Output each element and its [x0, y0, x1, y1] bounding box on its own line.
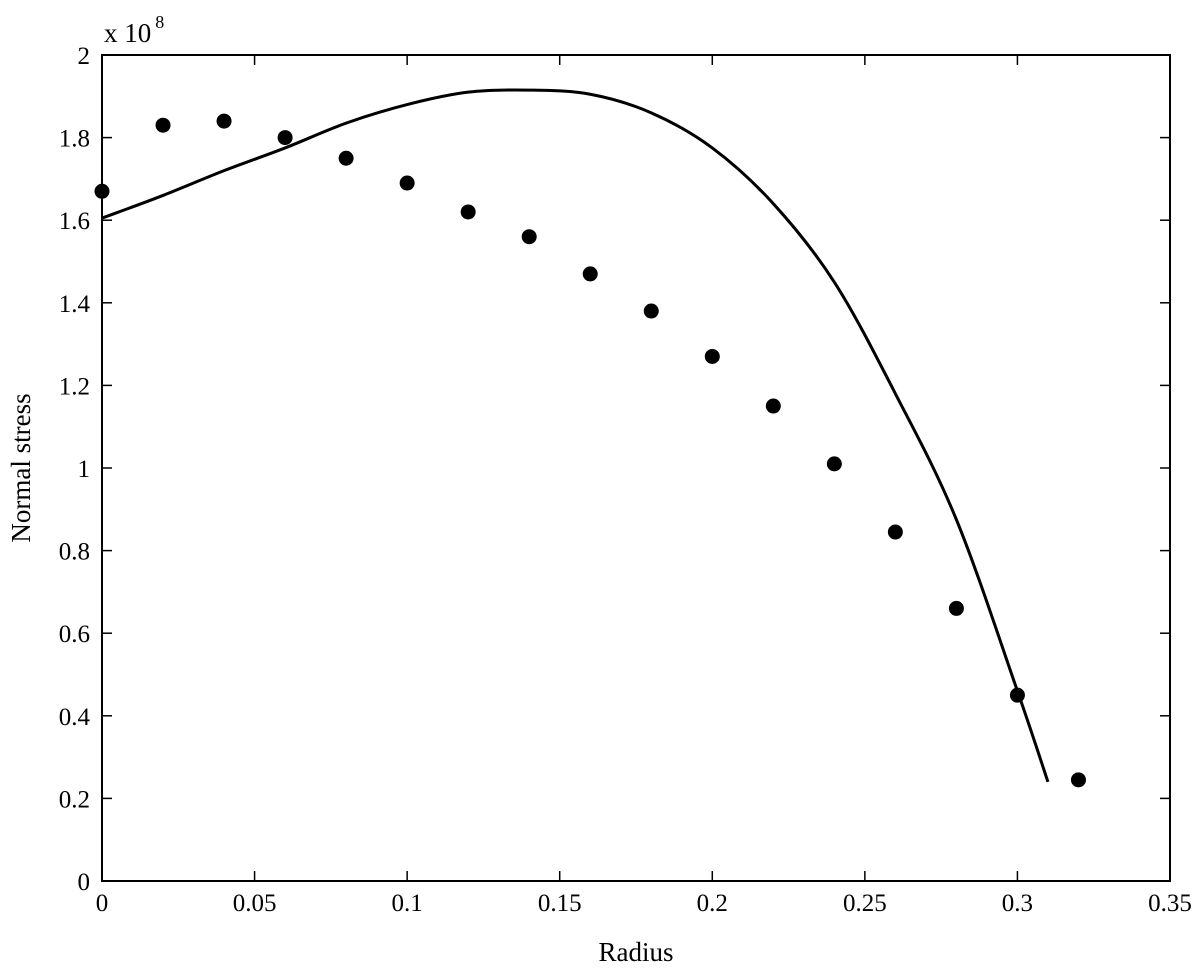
data-point [155, 117, 171, 133]
data-point [765, 398, 781, 414]
y-tick-label: 0 [78, 869, 91, 896]
y-tick-label: 1 [78, 456, 91, 483]
x-tick-label: 0.15 [538, 890, 582, 917]
x-tick-label: 0.3 [1002, 890, 1033, 917]
data-point [948, 600, 964, 616]
y-tick-label: 2 [78, 43, 91, 70]
x-tick-label: 0.35 [1148, 890, 1192, 917]
data-point [338, 150, 354, 166]
y-tick-label: 1.6 [59, 208, 90, 235]
data-point [521, 229, 537, 245]
y-tick-label: 0.8 [59, 539, 90, 566]
y-scale-factor: x 10 8 [104, 12, 164, 48]
data-point [460, 204, 476, 220]
x-tick-label: 0.1 [392, 890, 423, 917]
data-point [826, 456, 842, 472]
data-point [887, 524, 903, 540]
y-tick-label: 0.4 [59, 704, 91, 731]
tick-labels: 0 0.05 0.1 0.15 0.2 0.25 0.3 0.35 0 0.2 0.4 0.6 0.8 1… [59, 43, 1192, 917]
data-point [94, 183, 110, 199]
series-line [101, 88, 1050, 783]
ticks [101, 54, 1171, 882]
data-point [704, 348, 720, 364]
plot-frame [101, 54, 1171, 882]
series-markers [94, 113, 1086, 788]
data-point [1009, 687, 1025, 703]
y-tick-label: 1.2 [59, 373, 90, 400]
y-tick-label: 0.6 [59, 621, 90, 648]
y-tick-label: 0.2 [59, 786, 90, 813]
y-tick-label: 1.4 [59, 291, 91, 318]
x-tick-label: 0 [96, 890, 109, 917]
y-axis-label: Normal stress [6, 393, 36, 542]
data-point [216, 113, 232, 129]
x-axis-label: Radius [598, 937, 673, 967]
y-scale-exponent: 8 [155, 12, 164, 32]
data-point [1070, 772, 1086, 788]
y-tick-label: 1.8 [59, 126, 90, 153]
x-tick-label: 0.25 [843, 890, 887, 917]
data-point [643, 303, 659, 319]
data-point [582, 266, 598, 282]
y-scale-base: x 10 [104, 18, 151, 48]
x-tick-label: 0.2 [697, 890, 728, 917]
data-point [277, 130, 293, 146]
data-point [399, 175, 415, 191]
x-tick-label: 0.05 [233, 890, 277, 917]
